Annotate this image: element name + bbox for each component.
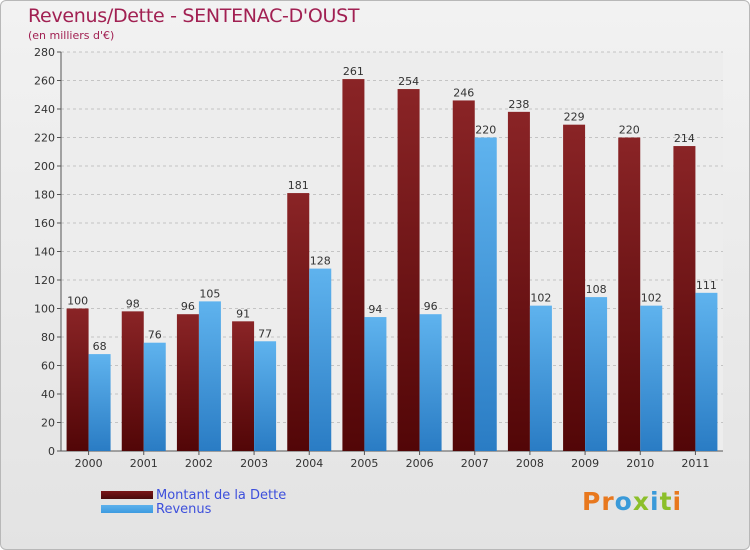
data-label-revenus: 111 [696,279,717,292]
y-tick-label: 120 [34,274,55,287]
y-tick-label: 80 [41,331,55,344]
data-label-dette: 98 [126,297,140,310]
data-label-revenus: 105 [199,287,220,300]
x-tick-label: 2011 [681,457,709,470]
x-tick-label: 2004 [295,457,323,470]
data-label-dette: 238 [508,98,529,111]
bar-dette [342,79,365,451]
bar-dette [121,311,144,451]
y-tick-label: 40 [41,388,55,401]
bar-dette [618,137,641,451]
legend-label-dette: Montant de la Dette [156,487,287,503]
legend-item-revenus: Revenus [101,501,212,517]
bar-revenus [640,305,663,451]
bar-dette [563,124,586,452]
y-tick-label: 100 [34,303,55,316]
data-label-dette: 254 [398,75,419,88]
y-tick-label: 60 [41,360,55,373]
x-tick-label: 2010 [626,457,654,470]
chart-subtitle: (en milliers d'€) [28,29,115,42]
y-tick-label: 200 [34,160,55,173]
data-label-revenus: 76 [148,329,162,342]
data-label-revenus: 128 [310,255,331,268]
y-tick-label: 140 [34,246,55,259]
y-tick-label: 180 [34,189,55,202]
bar-revenus [88,354,111,451]
data-label-dette: 220 [619,124,640,137]
bar-revenus [419,314,442,451]
bar-revenus [309,268,332,451]
y-tick-label: 260 [34,75,55,88]
bar-dette [232,321,255,451]
bar-dette [673,146,696,452]
bar-revenus [143,342,166,451]
x-tick-label: 2003 [240,457,268,470]
data-label-revenus: 96 [424,300,438,313]
x-tick-label: 2000 [75,457,103,470]
data-label-dette: 261 [343,65,364,78]
data-label-revenus: 68 [93,340,107,353]
bar-dette [452,100,475,451]
bar-dette [507,111,530,451]
data-label-dette: 214 [674,132,695,145]
data-label-revenus: 102 [530,292,551,305]
data-label-dette: 246 [453,86,474,99]
bar-revenus [254,341,277,451]
legend-item-dette: Montant de la Dette [101,487,287,503]
bar-revenus [529,305,552,451]
y-tick-label: 220 [34,132,55,145]
bar-dette [397,89,420,452]
bar-revenus [198,301,221,451]
data-label-dette: 96 [181,300,195,313]
bar-dette [66,308,89,451]
bar-revenus [474,137,497,451]
data-label-revenus: 108 [586,283,607,296]
y-tick-label: 240 [34,103,55,116]
data-label-revenus: 220 [475,124,496,137]
data-label-dette: 91 [236,307,250,320]
x-tick-label: 2007 [461,457,489,470]
legend-label-revenus: Revenus [156,501,212,517]
x-tick-label: 2005 [350,457,378,470]
legend-swatch-dette [101,491,153,499]
x-tick-label: 2001 [130,457,158,470]
data-label-revenus: 102 [641,292,662,305]
y-tick-label: 280 [34,46,55,59]
data-label-revenus: 94 [368,303,382,316]
data-label-revenus: 77 [258,327,272,340]
bar-revenus [585,297,608,451]
x-tick-label: 2009 [571,457,599,470]
y-tick-label: 0 [48,445,55,458]
x-tick-label: 2008 [516,457,544,470]
bar-revenus [695,292,718,451]
data-label-dette: 181 [288,179,309,192]
chart-title: Revenus/Dette - SENTENAC-D'OUST [28,5,360,27]
bar-revenus [364,317,387,451]
y-tick-label: 160 [34,217,55,230]
data-label-dette: 229 [564,111,585,124]
bar-dette [287,193,310,451]
y-tick-label: 20 [41,417,55,430]
x-tick-label: 2002 [185,457,213,470]
bar-dette [176,314,199,451]
data-label-dette: 100 [67,295,88,308]
legend-swatch-revenus [101,505,153,513]
x-tick-label: 2006 [406,457,434,470]
proxiti-logo: Proxiti [582,487,683,516]
